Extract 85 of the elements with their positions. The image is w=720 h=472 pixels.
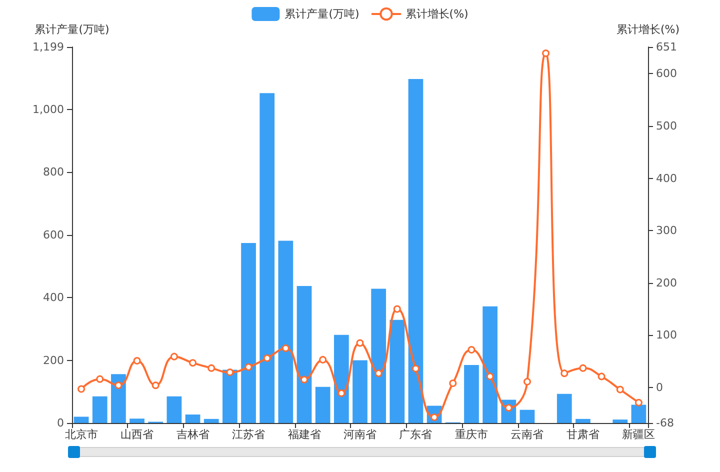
bar <box>296 286 312 423</box>
y2-tick-label: 651 <box>656 40 677 54</box>
bar <box>92 396 108 423</box>
point <box>282 344 290 352</box>
x-tick-label: 云南省 <box>510 428 544 441</box>
y-tick-label: 600 <box>43 228 64 242</box>
x-tick-label: 北京市 <box>64 428 98 441</box>
y-tick-label: 1,199 <box>32 40 64 54</box>
bar <box>204 418 219 423</box>
x-tick-label: 新疆区 <box>622 428 656 441</box>
legend-label: 累计产量(万吨) <box>284 8 360 20</box>
x-tick-label: 福建省 <box>288 428 321 441</box>
y2-tick-label: 200 <box>656 276 677 290</box>
bar <box>241 242 256 423</box>
point <box>114 382 122 390</box>
point <box>412 364 420 372</box>
point <box>374 370 382 378</box>
point <box>208 364 216 372</box>
point <box>338 389 346 397</box>
bar <box>334 334 349 423</box>
x-tick-label: 江苏省 <box>232 428 266 441</box>
point <box>133 357 141 365</box>
point <box>244 363 252 371</box>
point <box>356 339 364 347</box>
y-tick-label: 200 <box>43 354 64 367</box>
y2-tick-label: 500 <box>656 119 677 132</box>
bar <box>222 370 238 423</box>
bar <box>352 360 368 423</box>
point <box>579 364 587 372</box>
x-tick-label: 广东省 <box>399 428 432 441</box>
x-tick-label: 重庆市 <box>454 428 488 441</box>
y2-tick-label: 100 <box>656 328 677 342</box>
y-tick-label: 1,000 <box>32 102 64 116</box>
y2-tick-label: 400 <box>656 172 677 185</box>
y2-tick-label: 600 <box>656 67 677 80</box>
y-tick-label: 0 <box>57 416 64 430</box>
point <box>616 386 624 394</box>
bar <box>631 404 646 423</box>
bar <box>315 386 330 423</box>
bar <box>278 240 294 423</box>
point <box>319 356 327 364</box>
point <box>486 372 494 380</box>
point <box>263 354 271 362</box>
bar <box>260 93 275 423</box>
point <box>449 380 457 388</box>
bar <box>576 418 590 423</box>
point <box>393 305 401 313</box>
x-tick-label: 甘肃省 <box>566 428 600 441</box>
y2-tick-label: 0 <box>656 380 663 394</box>
point <box>598 372 606 380</box>
bar <box>111 374 126 423</box>
bar <box>556 394 572 423</box>
bar <box>166 396 182 423</box>
legend-label: 累计增长(%) <box>405 8 468 20</box>
bar <box>185 414 200 423</box>
bar <box>464 364 479 423</box>
bar <box>390 320 405 423</box>
point <box>226 368 234 376</box>
bar <box>130 418 144 423</box>
point <box>189 359 197 367</box>
point <box>468 346 476 354</box>
point <box>152 382 160 390</box>
point <box>634 398 642 406</box>
bar <box>408 78 424 423</box>
x-tick-label: 河南省 <box>344 428 376 441</box>
point <box>300 376 308 384</box>
point <box>78 385 86 393</box>
bar <box>612 420 628 423</box>
y-tick-label: 800 <box>43 166 64 179</box>
x-tick-label: 吉林省 <box>176 428 210 441</box>
y2-tick-label: -68 <box>656 416 674 430</box>
point <box>542 50 550 58</box>
x-tick-label: 山西省 <box>120 428 154 441</box>
point <box>560 370 568 378</box>
bar <box>371 288 386 423</box>
y-tick-label: 400 <box>43 291 64 304</box>
point <box>523 378 531 386</box>
bar <box>74 416 89 423</box>
point <box>170 352 178 360</box>
y2-tick-label: 300 <box>656 224 677 238</box>
y2-axis-title: 累计增长(%) <box>616 23 680 36</box>
y-axis-title: 累计产量(万吨) <box>34 23 110 36</box>
bar <box>520 410 535 423</box>
point <box>96 375 104 383</box>
bar <box>482 306 498 423</box>
